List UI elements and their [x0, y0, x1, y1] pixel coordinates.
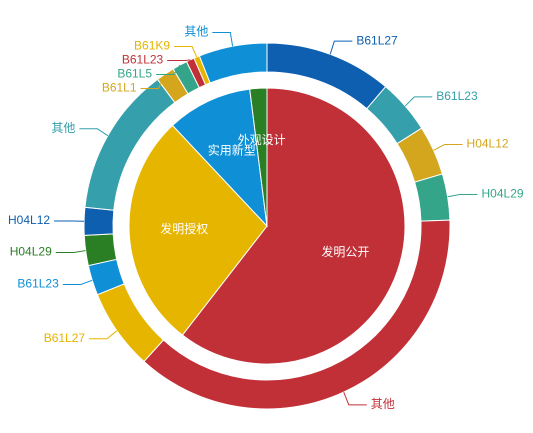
inner-slice-label: 发明授权	[160, 221, 208, 236]
outer-labels: B61L27 B61L23 H04L12 H04L29 其他 B61L27 B61L23 H0…	[8, 25, 524, 411]
inner-slice-label: 实用新型	[208, 142, 256, 157]
label-leader-line	[433, 144, 463, 151]
label-leader-line	[156, 64, 181, 76]
label-leader-line	[404, 96, 433, 107]
outer-slice[interactable]	[414, 173, 451, 222]
outer-slice-label: B61L23	[122, 53, 164, 67]
label-leader-line	[343, 391, 367, 406]
outer-slice-label: H04L29	[10, 245, 52, 259]
outer-slice[interactable]	[83, 206, 115, 236]
outer-slice-label: B61L5	[117, 67, 152, 81]
label-leader-line	[62, 279, 93, 285]
label-leader-line	[212, 32, 234, 47]
outer-slice[interactable]	[198, 42, 268, 84]
inner-slice[interactable]	[249, 87, 268, 227]
inner-slice-label: 发明公开	[321, 244, 369, 259]
outer-slice-label: H04L12	[8, 213, 50, 227]
outer-slice[interactable]	[83, 233, 118, 267]
label-leader-line	[329, 40, 353, 55]
inner-slice[interactable]	[181, 87, 406, 365]
label-leader-line	[55, 250, 86, 253]
outer-slice-label: H04L12	[467, 137, 509, 151]
inner-slice-label: 外观设计	[238, 133, 286, 147]
outer-slice-label: B61L27	[44, 331, 86, 345]
label-leader-line	[167, 59, 191, 62]
outer-slice-label: 其他	[51, 121, 75, 135]
label-leader-line	[140, 73, 166, 90]
outer-slice-label: 其他	[184, 25, 208, 39]
outer-slice-label: B61L23	[436, 89, 478, 103]
outer-slice-label: B61L1	[102, 81, 137, 95]
outer-ring	[83, 42, 451, 410]
inner-ring	[128, 87, 406, 365]
label-leader-line	[89, 330, 118, 340]
outer-slice-label: B61L27	[356, 33, 398, 47]
outer-slice-label: H04L29	[482, 187, 524, 201]
label-leader-line	[174, 46, 198, 58]
outer-slice-label: 其他	[371, 397, 395, 411]
outer-slice-label: B61K9	[134, 39, 170, 53]
inner-slice[interactable]	[128, 124, 268, 336]
label-leader-line	[79, 128, 109, 137]
outer-slice-label: B61L23	[17, 277, 59, 291]
inner-slice[interactable]	[171, 88, 268, 228]
label-leader-line	[447, 194, 478, 198]
